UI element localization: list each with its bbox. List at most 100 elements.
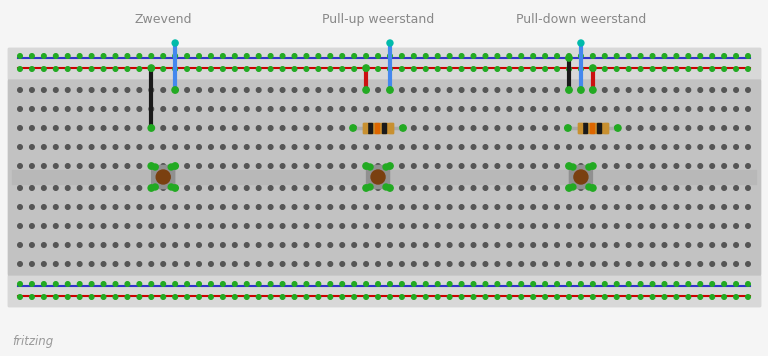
Circle shape [733, 224, 738, 228]
Circle shape [662, 186, 667, 190]
Circle shape [638, 145, 643, 149]
Circle shape [519, 107, 524, 111]
Circle shape [41, 243, 46, 247]
Circle shape [89, 224, 94, 228]
Circle shape [483, 224, 488, 228]
Circle shape [101, 145, 106, 149]
Circle shape [447, 205, 452, 209]
Circle shape [65, 88, 70, 92]
Circle shape [364, 126, 369, 130]
Circle shape [292, 126, 296, 130]
Bar [8, 276, 760, 306]
Circle shape [662, 126, 667, 130]
Circle shape [674, 282, 679, 286]
Circle shape [161, 67, 166, 71]
Circle shape [304, 205, 309, 209]
Circle shape [614, 126, 619, 130]
Circle shape [316, 67, 321, 71]
Circle shape [650, 186, 655, 190]
Circle shape [78, 107, 82, 111]
Circle shape [54, 282, 58, 286]
Circle shape [638, 295, 643, 299]
Circle shape [280, 164, 285, 168]
Circle shape [590, 185, 596, 191]
Circle shape [316, 145, 321, 149]
Circle shape [371, 170, 385, 184]
Circle shape [161, 224, 166, 228]
Circle shape [662, 107, 667, 111]
Circle shape [292, 107, 296, 111]
Circle shape [340, 282, 345, 286]
Circle shape [686, 145, 690, 149]
Circle shape [423, 186, 428, 190]
Circle shape [367, 184, 373, 190]
Circle shape [554, 126, 559, 130]
Circle shape [18, 54, 22, 58]
Circle shape [304, 224, 309, 228]
Circle shape [244, 282, 249, 286]
Circle shape [233, 205, 237, 209]
Circle shape [591, 54, 595, 58]
Circle shape [78, 126, 82, 130]
Circle shape [710, 107, 714, 111]
Circle shape [674, 126, 679, 130]
Circle shape [472, 88, 476, 92]
Bar [578, 123, 582, 133]
Circle shape [614, 88, 619, 92]
Circle shape [364, 224, 369, 228]
Circle shape [507, 164, 511, 168]
Circle shape [435, 295, 440, 299]
Circle shape [54, 88, 58, 92]
Circle shape [495, 126, 500, 130]
Circle shape [472, 282, 476, 286]
Circle shape [519, 282, 524, 286]
Circle shape [268, 67, 273, 71]
Circle shape [101, 88, 106, 92]
Circle shape [220, 262, 225, 266]
Circle shape [18, 186, 22, 190]
Circle shape [507, 295, 511, 299]
Circle shape [352, 164, 356, 168]
Circle shape [352, 282, 356, 286]
Circle shape [383, 164, 389, 170]
Circle shape [364, 295, 369, 299]
Circle shape [412, 164, 416, 168]
Circle shape [733, 205, 738, 209]
Circle shape [352, 145, 356, 149]
Circle shape [161, 282, 166, 286]
Bar [382, 123, 386, 133]
Circle shape [173, 126, 177, 130]
Circle shape [30, 126, 35, 130]
Circle shape [483, 164, 488, 168]
Circle shape [149, 205, 154, 209]
Circle shape [78, 67, 82, 71]
Circle shape [185, 295, 190, 299]
Circle shape [472, 224, 476, 228]
Circle shape [531, 126, 535, 130]
Circle shape [54, 262, 58, 266]
Circle shape [197, 88, 201, 92]
Circle shape [172, 185, 178, 191]
Circle shape [268, 54, 273, 58]
Circle shape [423, 282, 428, 286]
Circle shape [472, 145, 476, 149]
Circle shape [137, 224, 141, 228]
Circle shape [292, 262, 296, 266]
Circle shape [220, 243, 225, 247]
Circle shape [18, 126, 22, 130]
Circle shape [567, 88, 571, 92]
Circle shape [220, 145, 225, 149]
Circle shape [638, 205, 643, 209]
Circle shape [18, 88, 22, 92]
Circle shape [352, 67, 356, 71]
Circle shape [564, 125, 571, 131]
Circle shape [41, 295, 46, 299]
Circle shape [257, 262, 261, 266]
Circle shape [220, 186, 225, 190]
Circle shape [602, 67, 607, 71]
Circle shape [627, 205, 631, 209]
Circle shape [220, 295, 225, 299]
Circle shape [363, 163, 369, 169]
Circle shape [686, 186, 690, 190]
Circle shape [698, 224, 703, 228]
